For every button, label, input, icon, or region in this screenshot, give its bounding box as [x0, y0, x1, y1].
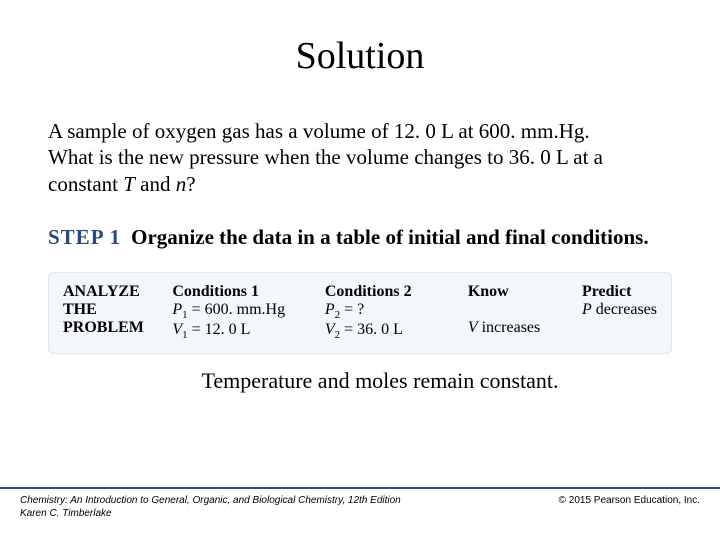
slide: Solution A sample of oxygen gas has a vo… — [0, 0, 720, 540]
predict-head: Predict — [582, 283, 657, 301]
var-T: T — [123, 172, 135, 196]
cond2-p-eq: = ? — [340, 301, 364, 318]
predict-p-sym: P — [582, 301, 592, 318]
analyze-box: ANALYZE THE PROBLEM Conditions 1 P1 = 60… — [48, 272, 672, 354]
constant-note: Temperature and moles remain constant. — [88, 368, 672, 394]
know-blank — [468, 301, 564, 319]
cond1-v-sym: V — [172, 321, 182, 338]
know-v: V increases — [468, 319, 564, 337]
conditions-2-col: Conditions 2 P2 = ? V2 = 36. 0 L — [325, 283, 450, 341]
problem-line1: A sample of oxygen gas has a volume of 1… — [48, 119, 590, 143]
var-n: n — [176, 172, 187, 196]
predict-p-txt: decreases — [592, 301, 657, 318]
footer-copyright: © 2015 Pearson Education, Inc. — [559, 495, 700, 520]
problem-q: ? — [186, 172, 195, 196]
page-title: Solution — [48, 34, 672, 78]
step-text: Organize the data in a table of initial … — [131, 225, 648, 250]
cond2-p: P2 = ? — [325, 301, 450, 321]
know-col: Know V increases — [468, 283, 564, 341]
conditions-1-col: Conditions 1 P1 = 600. mm.Hg V1 = 12. 0 … — [172, 283, 307, 341]
know-v-txt: increases — [478, 319, 541, 336]
step-label: STEP 1 — [48, 225, 121, 250]
know-head: Know — [468, 283, 564, 301]
footer-book-l2: Karen C. Timberlake — [20, 508, 112, 519]
problem-statement: A sample of oxygen gas has a volume of 1… — [48, 118, 672, 197]
cond2-v-eq: = 36. 0 L — [340, 321, 403, 338]
analyze-heading-l1: ANALYZE — [63, 283, 154, 301]
predict-col: Predict P decreases — [582, 283, 657, 341]
cond1-p-sym: P — [172, 301, 182, 318]
cond2-v: V2 = 36. 0 L — [325, 321, 450, 341]
cond2-head: Conditions 2 — [325, 283, 450, 301]
analyze-heading-l3: PROBLEM — [63, 319, 154, 337]
analyze-heading-l2: THE — [63, 301, 154, 319]
cond1-p-eq: = 600. mm.Hg — [188, 301, 285, 318]
cond1-p: P1 = 600. mm.Hg — [172, 301, 307, 321]
footer-book-l1: Chemistry: An Introduction to General, O… — [20, 495, 401, 506]
analyze-heading-col: ANALYZE THE PROBLEM — [63, 283, 154, 341]
predict-p: P decreases — [582, 301, 657, 319]
footer-book: Chemistry: An Introduction to General, O… — [20, 495, 401, 520]
step-row: STEP 1 Organize the data in a table of i… — [48, 225, 672, 250]
cond1-v-eq: = 12. 0 L — [188, 321, 251, 338]
know-v-sym: V — [468, 319, 478, 336]
cond2-p-sym: P — [325, 301, 335, 318]
cond1-v: V1 = 12. 0 L — [172, 321, 307, 341]
cond2-v-sym: V — [325, 321, 335, 338]
problem-and: and — [135, 172, 176, 196]
cond1-head: Conditions 1 — [172, 283, 307, 301]
footer: Chemistry: An Introduction to General, O… — [0, 487, 720, 520]
